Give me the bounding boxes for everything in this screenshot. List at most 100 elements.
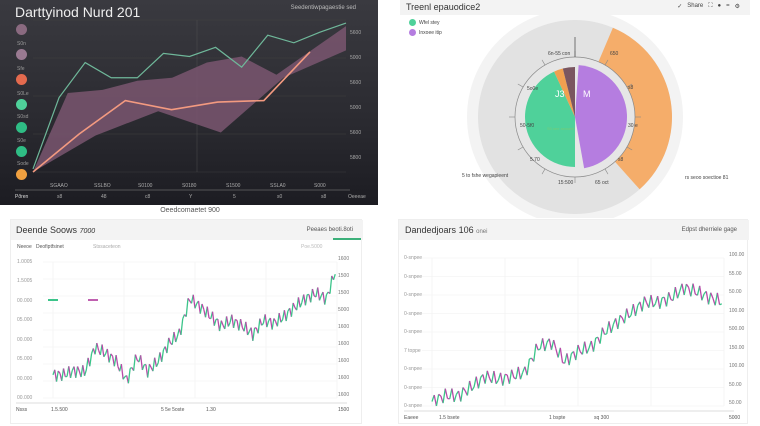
- price-segment: [173, 331, 177, 343]
- y-tick-label-right: 50.00: [729, 400, 742, 406]
- title-text: Dandedjoars: [405, 225, 457, 235]
- tab-active[interactable]: Peeaes beoti.8oti: [306, 227, 353, 233]
- price-segment: [592, 337, 597, 352]
- price-segment: [519, 372, 524, 380]
- legend-marker-icon[interactable]: [16, 49, 27, 60]
- y-tick-label-right: 50.00: [729, 289, 742, 295]
- y-tick-label-right: 1500: [338, 273, 350, 279]
- price-segment: [608, 321, 612, 333]
- legend-marker-icon[interactable]: [16, 74, 27, 85]
- outer-arc-segment[interactable]: [597, 27, 672, 190]
- price-segment: [719, 303, 723, 306]
- pie-axis-label: 15:500: [558, 180, 574, 186]
- price-segment: [707, 292, 712, 305]
- price-segment: [716, 292, 721, 305]
- y-tick-label-right: 5000: [338, 307, 350, 313]
- price-segment: [632, 304, 637, 317]
- price-segment: [550, 339, 555, 350]
- price-segment: [692, 283, 696, 295]
- pie-slice[interactable]: [525, 71, 575, 167]
- price-segment: [504, 373, 508, 376]
- price-segment: [311, 288, 315, 297]
- price-segment: [468, 380, 473, 391]
- y-tick-label-left: 0-snpee: [404, 273, 423, 280]
- price-segment: [245, 321, 249, 336]
- price-segment: [438, 393, 442, 397]
- price-segment: [442, 388, 446, 404]
- price-segment: [332, 274, 336, 281]
- area-chart-panel: Darttyinod Nurd 201 Seedentiwpagaestie s…: [0, 0, 378, 205]
- legend-marker-icon[interactable]: [16, 99, 27, 110]
- bottom-left-label: 5 to fshe wegapieent: [462, 173, 509, 179]
- price-segment: [672, 287, 676, 301]
- y-tick-label: 5600: [350, 80, 362, 86]
- price-segment: [444, 388, 449, 399]
- legend-marker-icon[interactable]: [16, 169, 27, 180]
- pie-chart-panel: Treenl epauodice2 ✓ Share ⛶ ● = ⚙ J3 M S0 see s…: [400, 0, 750, 218]
- legend-marker-icon[interactable]: [16, 24, 27, 35]
- price-segment: [103, 353, 107, 358]
- y-tick-label-left: 0-snpee: [404, 329, 423, 335]
- legend-marker-icon[interactable]: [16, 146, 27, 157]
- price-segment: [535, 343, 539, 351]
- price-segment: [502, 374, 506, 386]
- pie-axis-label: s8: [628, 85, 634, 91]
- y-tick-label-right: 100.00: [729, 252, 745, 258]
- header-action-button[interactable]: =: [726, 3, 730, 9]
- price-segment: [493, 370, 497, 384]
- price-segment: [232, 319, 236, 329]
- price-segment: [68, 366, 72, 379]
- pie-slice[interactable]: [554, 68, 575, 117]
- pie-slice[interactable]: [562, 67, 575, 117]
- x-tick-label: SSLA0: [270, 183, 286, 189]
- price-segment: [62, 368, 66, 377]
- y-tick-label-right: 50.00: [729, 381, 742, 388]
- panel-header: [400, 0, 750, 15]
- price-segment: [526, 358, 530, 376]
- price-segment: [266, 320, 270, 328]
- y-tick-label-right: 1600: [338, 256, 350, 262]
- x-tick-label: s8: [57, 194, 63, 200]
- price-segment: [539, 338, 544, 350]
- price-segment: [292, 302, 296, 308]
- y-tick-label-right: 100.00: [729, 363, 745, 369]
- tick-mark: [604, 59, 609, 66]
- price-segment: [168, 337, 172, 344]
- price-segment: [599, 327, 603, 344]
- legend-marker-icon[interactable]: [16, 122, 27, 133]
- price-segment: [55, 370, 59, 382]
- price-segment: [271, 318, 275, 330]
- y-tick-label-right: 1600: [338, 392, 350, 398]
- price-segment: [471, 386, 475, 392]
- chart-options-link[interactable]: Edpst dherriele gage: [681, 227, 737, 233]
- panel-subtitle: Seedentiwpagaestie sed: [290, 5, 356, 11]
- price-segment: [252, 327, 256, 341]
- header-action-button[interactable]: ⛶: [708, 3, 713, 9]
- header-action-button[interactable]: ✓: [677, 4, 683, 10]
- price-segment: [132, 354, 137, 371]
- price-segment: [106, 348, 110, 363]
- price-segment: [515, 366, 519, 379]
- header-action-button[interactable]: ⚙: [734, 4, 740, 10]
- price-segment: [171, 331, 175, 345]
- pie-axis-label: 65 oct: [595, 180, 609, 186]
- price-segment: [586, 347, 590, 354]
- price-segment: [652, 303, 656, 308]
- legend-label: Poe.5000: [301, 244, 323, 250]
- x-tick-label: S1500: [226, 183, 241, 189]
- price-segment: [628, 314, 632, 319]
- y-tick-label-left: 0-snpee: [404, 403, 423, 409]
- pie-slice[interactable]: [575, 65, 627, 169]
- tick-mark: [517, 146, 524, 151]
- price-segment: [610, 324, 615, 333]
- price-segment: [57, 370, 61, 374]
- bottom-right-label: rs seoo soectioe 81: [685, 175, 729, 181]
- price-segment: [508, 369, 513, 384]
- price-segment: [134, 354, 138, 361]
- price-segment: [247, 331, 250, 336]
- y-tick-label-left: 00.000: [17, 336, 33, 343]
- header-action-button[interactable]: Share: [687, 3, 704, 9]
- area-chart: [15, 19, 350, 191]
- header-action-button[interactable]: ●: [717, 3, 722, 9]
- tick-mark: [604, 168, 609, 175]
